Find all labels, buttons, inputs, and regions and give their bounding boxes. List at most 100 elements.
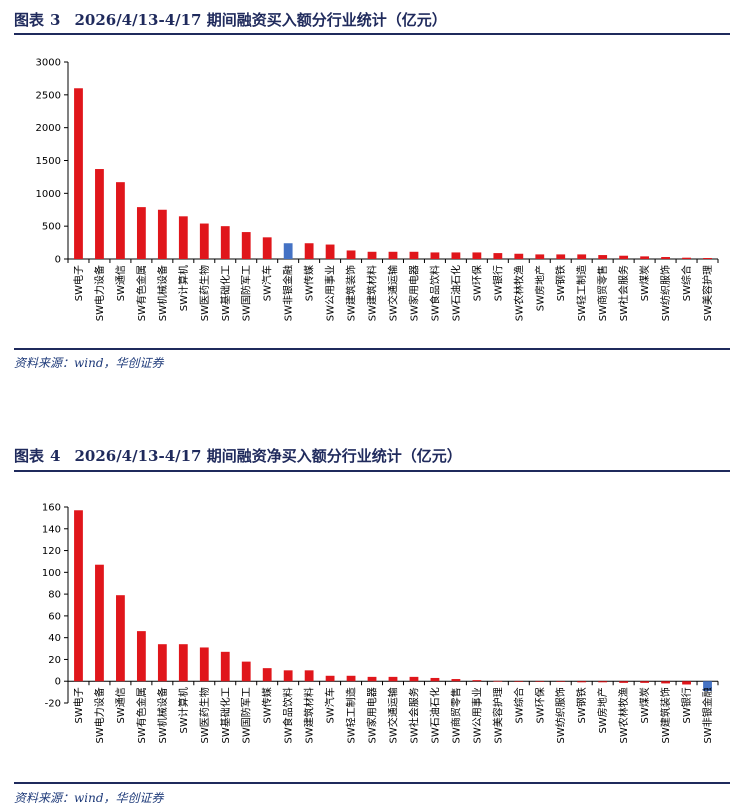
bar [116, 595, 125, 682]
y-tick-label: 500 [42, 222, 61, 233]
x-tick-label: SW纺织服饰 [659, 265, 672, 321]
x-tick-label: SW建筑材料 [303, 687, 316, 743]
figure-3-top-rule [14, 33, 730, 35]
y-tick-label: 80 [48, 590, 61, 601]
bar [95, 169, 104, 259]
x-tick-label: SW家用电器 [366, 687, 379, 743]
bar [262, 237, 272, 259]
bar [472, 252, 482, 259]
bar [116, 182, 125, 259]
bar [493, 253, 503, 259]
bar [682, 681, 691, 685]
x-tick-label: SW计算机 [177, 265, 190, 311]
bar [430, 677, 440, 682]
x-tick-label: SW美容护理 [701, 265, 714, 321]
x-tick-label: SW传媒 [304, 265, 316, 301]
x-tick-label: SW环保 [470, 265, 483, 301]
x-tick-label: SW基础化工 [219, 687, 232, 743]
figure-4-title: 图表 4 2026/4/13-4/17 期间融资净买入额分行业统计（亿元） [14, 445, 462, 466]
x-tick-label: SW通信 [115, 265, 127, 301]
x-tick-label: SW农林牧渔 [617, 687, 630, 743]
bar [199, 223, 209, 259]
y-tick-label: 1500 [36, 156, 61, 167]
bar [136, 207, 146, 259]
bar [157, 644, 167, 682]
bar [304, 243, 314, 259]
y-tick-label: 60 [48, 611, 61, 622]
x-tick-label: SW交通运输 [387, 265, 400, 321]
bar [619, 255, 629, 259]
x-tick-label: SW国防军工 [240, 687, 253, 743]
bar [388, 676, 398, 682]
figure-4-number: 4 [50, 447, 61, 465]
figure-4-bottom-rule [14, 782, 730, 784]
x-tick-label: SW环保 [533, 687, 546, 723]
bar [598, 255, 608, 259]
figure-4-label: 图表 [14, 447, 45, 465]
x-tick-label: SW纺织服饰 [554, 687, 567, 743]
bar [493, 680, 503, 682]
bar [577, 254, 587, 259]
figure-4-source: 资料来源：wind，华创证券 [14, 791, 164, 805]
bar [451, 252, 461, 259]
x-tick-label: SW社会服务 [617, 265, 630, 321]
figure-4-top-rule [14, 470, 730, 472]
x-tick-label: SW综合 [512, 687, 525, 723]
bar [388, 251, 398, 259]
y-tick-label: 120 [42, 546, 61, 557]
y-tick-label: -20 [45, 699, 61, 710]
bar [241, 661, 251, 682]
y-tick-label: 2000 [36, 123, 61, 134]
y-tick-label: 160 [42, 503, 61, 514]
x-tick-label: SW有色金属 [135, 687, 148, 743]
y-tick-label: 40 [48, 633, 61, 644]
bar [577, 681, 587, 683]
bar [178, 216, 188, 259]
x-tick-label: SW基础化工 [219, 265, 232, 321]
bar [640, 256, 650, 259]
x-tick-label: SW有色金属 [135, 265, 148, 321]
x-tick-label: SW钢铁 [575, 687, 588, 723]
x-tick-label: SW医药生物 [198, 265, 211, 321]
bar [325, 244, 335, 259]
bar [514, 681, 524, 682]
x-tick-label: SW商贸零售 [596, 265, 609, 321]
x-tick-label: SW银行 [491, 265, 504, 301]
x-tick-label: SW建筑装饰 [659, 687, 672, 743]
x-tick-label: SW综合 [680, 265, 693, 301]
x-tick-label: SW房地产 [596, 687, 609, 733]
bar [367, 676, 377, 682]
x-tick-label: SW公用事业 [324, 265, 337, 321]
x-tick-label: SW钢铁 [554, 265, 567, 301]
figure-4-chart: -20 0 20 40 60 80 100 120 140 160 SW电子 SW电力设备 SW通信 SW… [42, 503, 719, 743]
x-tick-label: SW商贸零售 [449, 687, 462, 743]
bar [451, 679, 461, 682]
x-tick-label: SW机械设备 [156, 265, 169, 321]
figure-3-label: 图表 [14, 11, 45, 29]
x-tick-label: SW通信 [115, 687, 127, 723]
bar [136, 631, 146, 682]
x-tick-label: SW轻工制造 [575, 265, 588, 321]
y-tick-label: 0 [55, 677, 61, 688]
bar [598, 681, 608, 683]
bar [157, 209, 167, 259]
x-tick-label: SW电子 [72, 265, 85, 301]
bar [640, 681, 650, 683]
x-tick-label: SW农林牧渔 [512, 265, 525, 321]
x-tick-label: SW汽车 [261, 265, 274, 301]
bar [95, 564, 104, 682]
bar [74, 510, 83, 682]
bar [661, 257, 670, 259]
x-tick-label: SW房地产 [533, 265, 546, 311]
bar [262, 668, 272, 682]
x-tick-label: SW家用电器 [407, 265, 420, 321]
x-tick-label: SW银行 [680, 687, 693, 723]
bar [619, 681, 629, 683]
bar [409, 251, 419, 259]
x-tick-label: SW传媒 [262, 687, 274, 723]
bar [346, 675, 356, 682]
bar [283, 243, 293, 259]
bar [661, 681, 670, 684]
y-tick-label: 140 [42, 524, 61, 535]
x-tick-label: SW交通运输 [387, 687, 400, 743]
